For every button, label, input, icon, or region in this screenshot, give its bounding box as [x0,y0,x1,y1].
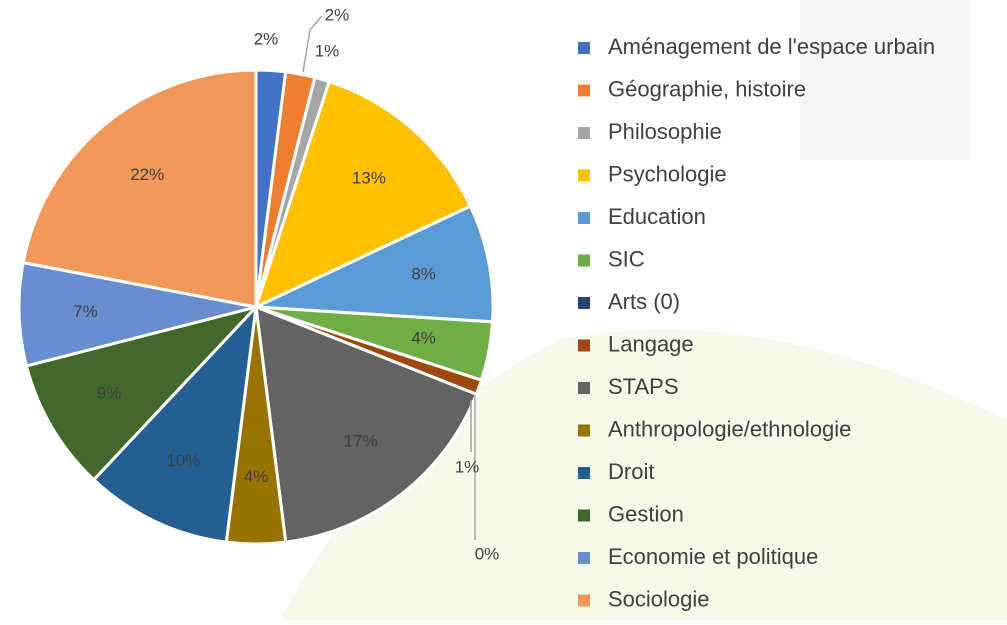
data-label: 8% [411,265,436,284]
pie-slice [255,204,495,324]
legend-label: Langage [608,331,694,356]
legend-label: SIC [608,246,645,271]
legend-swatch [578,467,590,479]
legend-swatch [578,594,590,607]
leader-line [302,15,323,73]
legend-label: Gestion [608,501,684,526]
pie-slice [17,260,257,368]
pie-slice [24,304,261,482]
legend-label: Sociologie [608,586,710,611]
legend-label: STAPS [608,374,679,399]
legend: Aménagement de l'espace urbain Géographie… [578,34,935,611]
pie-slice [91,302,259,544]
legend-label: Philosophie [608,119,722,144]
legend-swatch [578,254,590,267]
pie-slice [254,304,479,544]
data-label: 4% [411,328,436,347]
legend-swatch [578,382,590,394]
legend-label: Aménagement de l'espace urbain [608,34,935,59]
legend-swatch [578,552,590,564]
legend-swatch [578,339,590,352]
data-label: 1% [315,41,340,60]
data-label: 7% [73,302,98,321]
legend-label: Anthropologie/ethnologie [608,416,851,441]
pie [17,68,495,546]
data-label: 4% [244,467,269,486]
data-label: 9% [97,383,122,402]
legend-swatch [578,297,590,309]
data-label: 0% [475,544,500,563]
data-label: 2% [325,5,350,24]
pie-slice [21,68,258,309]
legend-label: Psychologie [608,161,727,186]
data-label: 2% [254,29,279,48]
data-label: 17% [344,431,378,450]
legend-swatch [578,424,590,437]
legend-label: Economie et politique [608,544,818,569]
data-label: 10% [166,451,200,470]
legend-swatch [578,169,590,182]
pie-slice [253,79,473,310]
legend-label: Education [608,204,706,229]
data-labels: 2% 2% 1% 13% 8% 4% 0% 1% 17% 4% 10% 9% 7% 22% [73,5,499,563]
legend-swatch [578,84,590,97]
legend-label: Arts (0) [608,289,680,314]
legend-swatch [578,127,590,139]
legend-swatch [578,509,590,522]
data-label: 22% [130,165,164,184]
data-label: 13% [352,168,386,187]
background-shape [800,0,970,160]
legend-label: Géographie, histoire [608,76,806,101]
legend-label: Droit [608,459,654,484]
data-label: 1% [455,457,480,476]
legend-swatch [578,212,590,224]
legend-swatch [578,42,590,54]
